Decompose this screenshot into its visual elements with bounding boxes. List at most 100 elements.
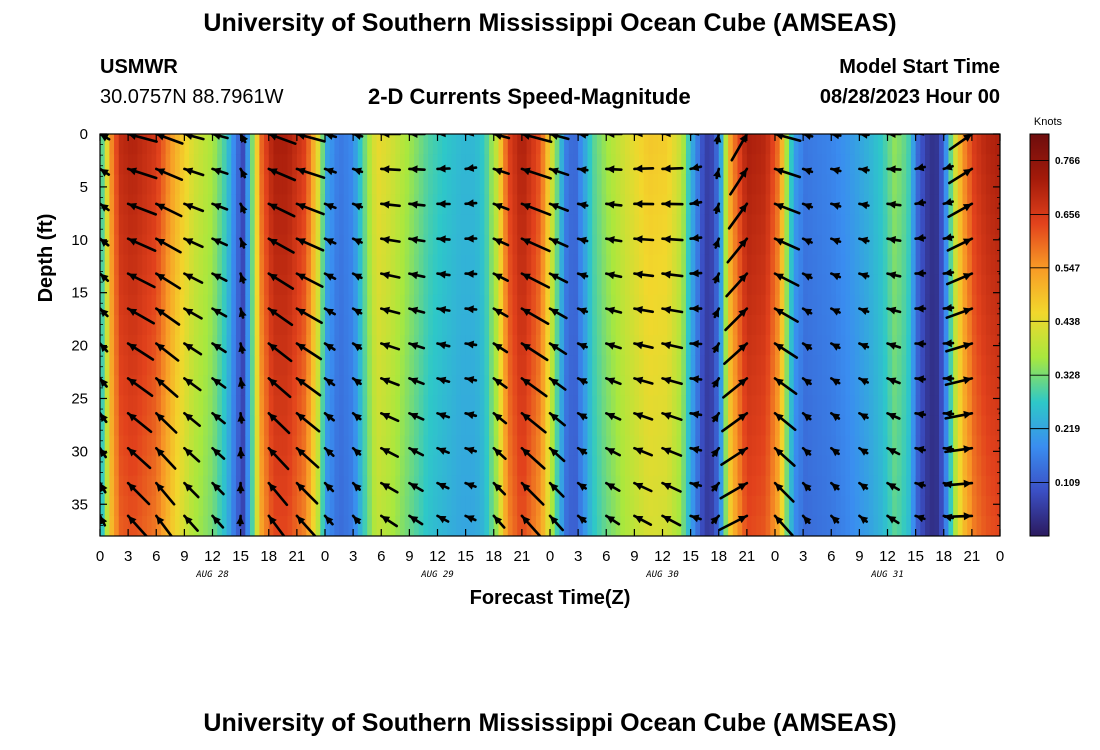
heatmap-cell xyxy=(250,294,256,316)
heatmap-cell xyxy=(292,174,298,195)
heatmap-cell xyxy=(142,314,148,336)
heatmap-cell xyxy=(451,174,457,195)
heatmap-cell xyxy=(882,495,889,517)
heatmap-cell xyxy=(728,495,734,517)
heatmap-cell xyxy=(100,274,106,296)
heatmap-cell xyxy=(437,435,443,457)
heatmap-cell xyxy=(203,475,209,497)
heatmap-cell xyxy=(995,435,1000,457)
heatmap-cell xyxy=(212,134,218,155)
heatmap-cell xyxy=(395,214,401,236)
heatmap-cell xyxy=(554,495,560,517)
heatmap-cell xyxy=(268,375,275,396)
heatmap-cell xyxy=(207,154,214,175)
heatmap-cell xyxy=(817,375,823,396)
current-arrow xyxy=(408,236,426,244)
heatmap-cell xyxy=(132,294,139,316)
heatmap-cell xyxy=(568,234,575,256)
heatmap-cell xyxy=(906,294,912,316)
heatmap-cell xyxy=(587,515,593,536)
heatmap-cell xyxy=(929,214,935,236)
heatmap-cell xyxy=(995,294,1000,316)
heatmap-cell xyxy=(460,375,467,396)
heatmap-cell xyxy=(648,314,654,336)
heatmap-cell xyxy=(882,415,889,437)
heatmap-cell xyxy=(203,375,209,396)
heatmap-cell xyxy=(643,495,650,517)
heatmap-cell xyxy=(779,355,785,376)
heatmap-cell xyxy=(943,495,950,517)
heatmap-cell xyxy=(934,154,940,175)
heatmap-cell xyxy=(840,515,846,536)
heatmap-cell xyxy=(268,294,275,316)
heatmap-cell xyxy=(873,435,879,457)
heatmap-cell xyxy=(732,375,739,396)
x-tick-label: 9 xyxy=(630,548,638,565)
heatmap-cell xyxy=(526,154,532,175)
heatmap-cell xyxy=(554,375,560,396)
heatmap-cell xyxy=(995,214,1000,236)
heatmap-cell xyxy=(456,395,462,416)
heatmap-cell xyxy=(493,314,500,336)
heatmap-cell xyxy=(170,234,176,256)
heatmap-cell xyxy=(404,194,410,215)
heatmap-cell xyxy=(104,395,110,416)
heatmap-cell xyxy=(357,234,364,256)
heatmap-cell xyxy=(662,254,668,276)
heatmap-cell xyxy=(957,214,964,236)
heatmap-cell xyxy=(235,194,242,215)
heatmap-cell xyxy=(756,435,762,457)
current-arrow xyxy=(886,306,902,315)
heatmap-cell xyxy=(812,254,818,276)
heatmap-cell xyxy=(254,274,260,296)
heatmap-cell xyxy=(873,134,879,155)
heatmap-cell xyxy=(385,515,392,536)
heatmap-cell xyxy=(512,415,518,437)
heatmap-cell xyxy=(221,515,228,536)
heatmap-cell xyxy=(657,154,664,175)
heatmap-cell xyxy=(259,435,265,457)
heatmap-cell xyxy=(104,475,110,497)
heatmap-cell xyxy=(714,174,720,195)
heatmap-cell xyxy=(268,435,275,457)
x-tick-label: 0 xyxy=(546,548,554,565)
colorbar: Knots 0.1090.2190.3280.4380.5470.6560.76… xyxy=(1029,116,1080,537)
heatmap-cell xyxy=(395,234,401,256)
heatmap-cell xyxy=(657,455,664,477)
heatmap-cell xyxy=(503,274,509,296)
heatmap-cell xyxy=(910,395,917,416)
heatmap-cell xyxy=(850,495,856,517)
heatmap-cell xyxy=(414,154,420,175)
heatmap-cell xyxy=(971,154,978,175)
heatmap-cell xyxy=(540,475,546,497)
heatmap-cell xyxy=(264,495,270,517)
heatmap-cell xyxy=(723,435,729,457)
current-arrow xyxy=(323,237,337,246)
heatmap-cell xyxy=(990,314,996,336)
heatmap-cell xyxy=(592,395,598,416)
heatmap-cell xyxy=(775,415,781,437)
heatmap-cell xyxy=(400,495,406,517)
heatmap-cell xyxy=(390,214,396,236)
heatmap-cell xyxy=(179,194,185,215)
heatmap-cell xyxy=(250,194,256,215)
heatmap-cell xyxy=(587,154,593,175)
heatmap-cell xyxy=(868,395,875,416)
heatmap-cell xyxy=(470,455,476,477)
x-tick-label: 9 xyxy=(180,548,188,565)
heatmap-cell xyxy=(376,134,382,155)
heatmap-cell xyxy=(601,214,607,236)
heatmap-cell xyxy=(671,515,678,536)
heatmap-cell xyxy=(939,335,945,356)
current-arrow xyxy=(379,411,400,423)
current-arrow xyxy=(155,272,182,290)
heatmap-cell xyxy=(118,274,125,296)
heatmap-cell xyxy=(667,294,673,316)
heatmap-cell xyxy=(334,335,340,356)
heatmap-cell xyxy=(760,415,767,437)
heatmap-cell xyxy=(573,274,579,296)
heatmap-cell xyxy=(807,395,814,416)
heatmap-cell xyxy=(634,134,640,155)
heatmap-cell xyxy=(723,375,729,396)
heatmap-cell xyxy=(160,134,167,155)
